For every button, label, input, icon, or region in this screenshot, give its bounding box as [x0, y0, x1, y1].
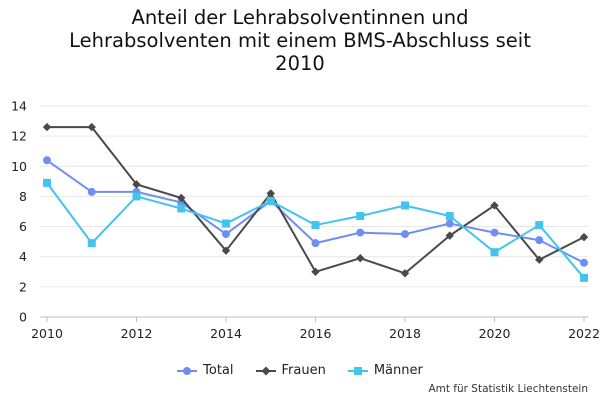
x-tick-label: 2016: [300, 326, 332, 341]
data-point-total[interactable]: [580, 258, 588, 267]
legend-label-maenner: Männer: [373, 363, 423, 378]
chart-title-line-2: Lehrabsolventen mit einem BMS-Abschluss …: [69, 29, 531, 52]
data-point-maenner[interactable]: [535, 221, 544, 230]
data-point-frauen[interactable]: [535, 255, 544, 264]
y-tick-label: 4: [19, 249, 27, 264]
x-tick-label: 2010: [31, 326, 63, 341]
data-point-total[interactable]: [490, 228, 499, 237]
data-point-frauen[interactable]: [266, 189, 275, 198]
data-point-frauen[interactable]: [400, 269, 410, 278]
chart-title-line-1: Anteil der Lehrabsolventinnen und: [131, 6, 469, 29]
data-point-frauen[interactable]: [311, 267, 320, 276]
data-point-maenner[interactable]: [222, 219, 230, 228]
series-line-maenner: [46, 182, 585, 279]
series-line-frauen: [47, 126, 585, 275]
y-tick-label: 14: [11, 99, 27, 114]
data-point-maenner[interactable]: [87, 239, 96, 248]
data-point-frauen[interactable]: [356, 254, 365, 263]
source-credit: Amt für Statistik Liechtenstein: [428, 383, 588, 395]
legend-item-frauen[interactable]: Frauen: [255, 363, 326, 378]
y-tick-label: 6: [19, 219, 27, 234]
data-point-frauen[interactable]: [445, 231, 454, 240]
data-point-maenner[interactable]: [580, 273, 588, 282]
series-group: [42, 122, 589, 282]
legend-label-frauen: Frauen: [281, 363, 326, 378]
x-tick-label: 2018: [389, 326, 421, 341]
data-point-total[interactable]: [43, 156, 51, 165]
chart-legend: Total Frauen Männer: [0, 363, 600, 378]
data-point-total[interactable]: [535, 236, 544, 245]
y-axis-ticks: 0 2 4 6 8 10 12 14: [11, 99, 27, 325]
legend-item-maenner[interactable]: Männer: [347, 363, 423, 378]
x-tick-label: 2014: [210, 326, 242, 341]
data-point-frauen[interactable]: [42, 122, 52, 132]
chart-title: Anteil der Lehrabsolventinnen und Lehrab…: [0, 6, 600, 75]
legend-marker-maenner: [347, 366, 368, 375]
y-tick-label: 2: [19, 279, 27, 294]
data-point-maenner[interactable]: [490, 248, 499, 257]
data-point-frauen[interactable]: [177, 193, 186, 203]
data-point-frauen[interactable]: [132, 180, 141, 189]
data-point-frauen[interactable]: [579, 232, 589, 242]
data-point-maenner[interactable]: [401, 201, 409, 210]
legend-marker-frauen: [255, 366, 276, 375]
data-point-total[interactable]: [356, 228, 365, 237]
data-point-maenner[interactable]: [266, 196, 275, 205]
data-point-total[interactable]: [401, 230, 409, 239]
data-point-maenner[interactable]: [177, 204, 186, 213]
data-point-total[interactable]: [87, 187, 96, 196]
x-tick-label: 2020: [479, 326, 511, 341]
y-tick-label: 10: [11, 159, 27, 174]
legend-marker-total: [177, 366, 198, 375]
data-point-frauen[interactable]: [490, 201, 499, 210]
data-point-total[interactable]: [445, 219, 454, 228]
data-point-maenner[interactable]: [132, 192, 141, 201]
x-axis-ticks: 2010 2012 2014 2016 2018 2020 2022: [31, 317, 600, 341]
chart-title-line-3: 2010: [275, 52, 325, 75]
data-point-frauen[interactable]: [221, 246, 231, 255]
y-tick-label: 12: [11, 129, 27, 144]
data-point-maenner[interactable]: [445, 212, 454, 221]
data-point-maenner[interactable]: [43, 178, 51, 187]
data-point-frauen[interactable]: [87, 122, 96, 132]
x-tick-label: 2022: [568, 326, 600, 341]
data-point-total[interactable]: [222, 230, 230, 239]
x-tick-label: 2012: [121, 326, 153, 341]
y-tick-label: 8: [19, 189, 27, 204]
legend-label-total: Total: [203, 363, 234, 378]
y-tick-label: 0: [19, 310, 27, 325]
data-point-total[interactable]: [311, 239, 320, 248]
legend-item-total[interactable]: Total: [177, 363, 234, 378]
data-point-maenner[interactable]: [311, 221, 320, 230]
data-point-maenner[interactable]: [356, 212, 365, 221]
